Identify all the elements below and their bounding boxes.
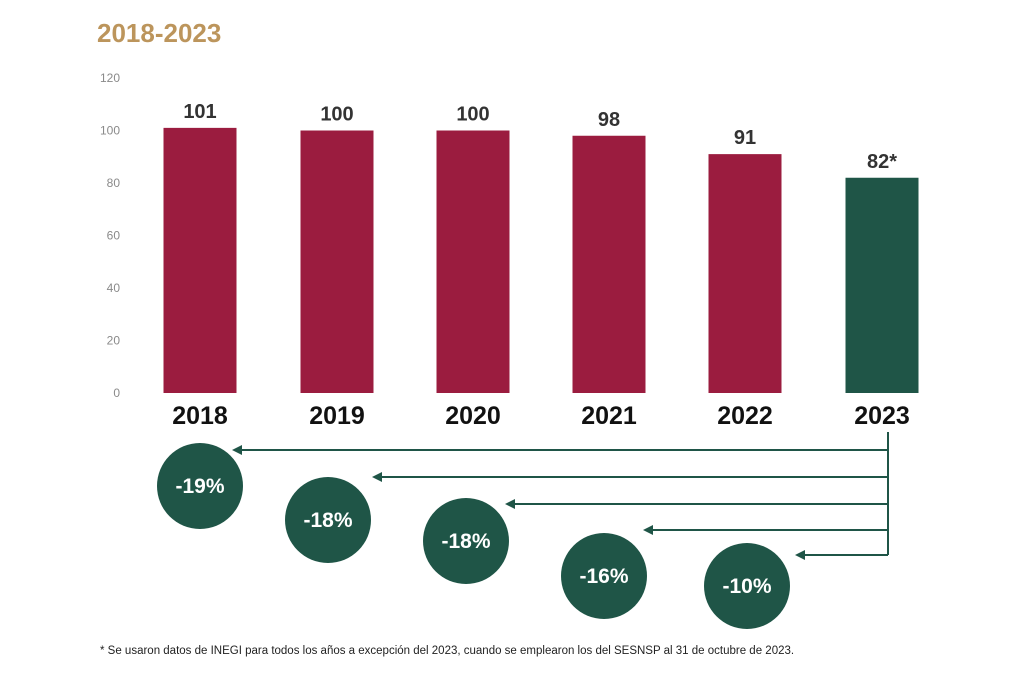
change-label-2020: -18% <box>441 530 490 553</box>
change-label-2018: -19% <box>175 475 224 498</box>
value-label-2021: 98 <box>598 109 620 131</box>
chart-title: 2018-2023 <box>97 18 222 48</box>
y-tick-label: 80 <box>107 176 121 190</box>
category-label-2019: 2019 <box>309 402 365 430</box>
arrowhead-2022 <box>795 550 805 560</box>
change-circle-2019 <box>285 477 371 563</box>
arrowhead-2018 <box>232 445 242 455</box>
y-tick-label: 20 <box>107 334 121 348</box>
change-circle-2018 <box>157 443 243 529</box>
value-label-2023: 82* <box>867 151 897 173</box>
change-circle-2020 <box>423 498 509 584</box>
change-label-2022: -10% <box>722 575 771 598</box>
category-label-2020: 2020 <box>445 402 501 430</box>
bar-2019 <box>300 130 374 393</box>
y-tick-label: 120 <box>100 71 120 85</box>
change-label-2019: -18% <box>303 509 352 532</box>
bar-2023 <box>845 177 919 393</box>
change-label-2021: -16% <box>579 565 628 588</box>
bar-2022 <box>708 154 782 393</box>
arrowhead-2021 <box>643 525 653 535</box>
y-tick-label: 100 <box>100 124 120 138</box>
change-circle-2022 <box>704 543 790 629</box>
value-label-2022: 91 <box>734 127 756 149</box>
change-circle-2021 <box>561 533 647 619</box>
bar-2021 <box>572 135 646 393</box>
arrowhead-2020 <box>505 499 515 509</box>
category-label-2022: 2022 <box>717 402 773 430</box>
bar-2020 <box>436 130 510 393</box>
category-label-2018: 2018 <box>172 402 228 430</box>
value-label-2020: 100 <box>456 104 489 126</box>
y-tick-label: 0 <box>113 386 120 400</box>
value-label-2018: 101 <box>183 101 216 123</box>
category-label-2023: 2023 <box>854 402 910 430</box>
y-tick-label: 40 <box>107 281 121 295</box>
footnote: * Se usaron datos de INEGI para todos lo… <box>100 645 795 657</box>
arrowhead-2019 <box>372 472 382 482</box>
value-label-2019: 100 <box>320 104 353 126</box>
y-tick-label: 60 <box>107 229 121 243</box>
bar-2018 <box>163 127 237 393</box>
category-label-2021: 2021 <box>581 402 637 430</box>
